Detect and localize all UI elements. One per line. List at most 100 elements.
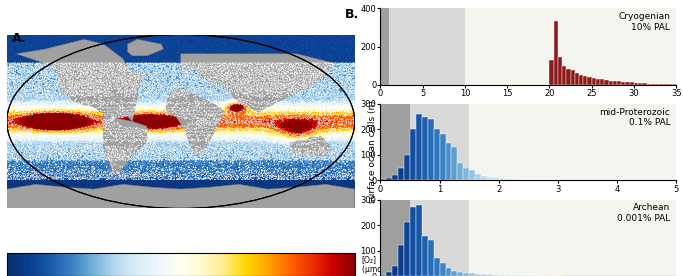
Bar bbox=[463, 168, 469, 181]
Bar bbox=[534, 275, 540, 276]
Bar bbox=[404, 155, 410, 181]
Polygon shape bbox=[166, 88, 224, 155]
Bar bbox=[604, 80, 609, 85]
Bar bbox=[410, 207, 416, 276]
Bar bbox=[570, 180, 576, 181]
Bar bbox=[410, 200, 469, 276]
Ellipse shape bbox=[7, 34, 354, 208]
Text: mid-Proterozoic
0.1% PAL: mid-Proterozoic 0.1% PAL bbox=[600, 108, 670, 127]
Bar bbox=[463, 273, 469, 276]
Bar bbox=[581, 180, 587, 181]
Bar bbox=[638, 83, 643, 85]
Bar bbox=[552, 275, 558, 276]
Bar bbox=[558, 57, 562, 85]
Bar bbox=[546, 275, 552, 276]
Bar bbox=[596, 79, 600, 85]
Bar bbox=[511, 178, 516, 181]
Bar bbox=[552, 180, 558, 181]
Bar bbox=[428, 240, 434, 276]
Bar bbox=[380, 200, 410, 276]
Bar bbox=[422, 237, 428, 276]
Bar bbox=[481, 274, 487, 276]
Bar bbox=[587, 180, 594, 181]
Polygon shape bbox=[16, 39, 142, 121]
Bar bbox=[563, 180, 570, 181]
Bar bbox=[422, 117, 428, 181]
Bar bbox=[451, 147, 458, 181]
Polygon shape bbox=[103, 112, 147, 175]
Bar bbox=[380, 8, 389, 85]
Bar bbox=[387, 272, 392, 276]
Bar bbox=[445, 144, 451, 181]
Bar bbox=[475, 174, 481, 181]
Bar bbox=[428, 119, 434, 181]
Bar bbox=[380, 104, 410, 181]
Bar bbox=[549, 60, 554, 85]
Bar bbox=[451, 271, 458, 276]
Bar bbox=[475, 274, 481, 276]
Bar bbox=[672, 84, 676, 85]
Text: [O₂]
(μmol kg⁻¹): [O₂] (μmol kg⁻¹) bbox=[362, 255, 406, 274]
Bar bbox=[655, 84, 659, 85]
Bar bbox=[469, 170, 475, 181]
Bar bbox=[505, 178, 511, 181]
Bar bbox=[540, 275, 546, 276]
Bar bbox=[511, 275, 516, 276]
Bar bbox=[651, 84, 655, 85]
Bar bbox=[617, 81, 622, 85]
Bar bbox=[529, 179, 534, 181]
Bar bbox=[546, 179, 552, 181]
Bar bbox=[634, 83, 638, 85]
Bar bbox=[387, 178, 392, 181]
Bar bbox=[458, 272, 463, 276]
Bar bbox=[626, 82, 630, 85]
Bar bbox=[487, 274, 493, 276]
Polygon shape bbox=[181, 54, 335, 112]
Bar bbox=[562, 66, 566, 85]
Bar bbox=[380, 179, 387, 181]
Bar bbox=[487, 177, 493, 181]
Bar bbox=[609, 81, 613, 85]
Bar bbox=[469, 274, 475, 276]
Polygon shape bbox=[7, 184, 354, 208]
Bar bbox=[516, 179, 522, 181]
Polygon shape bbox=[128, 39, 163, 56]
Bar bbox=[434, 129, 440, 181]
Bar bbox=[499, 178, 505, 181]
Bar bbox=[398, 168, 404, 181]
Text: surface ocean cells (n): surface ocean cells (n) bbox=[367, 100, 377, 203]
Bar bbox=[392, 175, 398, 181]
Bar bbox=[440, 263, 445, 276]
Bar bbox=[434, 258, 440, 276]
Bar bbox=[663, 84, 668, 85]
Bar bbox=[416, 114, 422, 181]
Bar bbox=[647, 84, 651, 85]
Bar bbox=[583, 76, 587, 85]
Bar bbox=[630, 83, 634, 85]
Bar bbox=[499, 275, 505, 276]
Bar bbox=[493, 275, 499, 276]
Bar bbox=[389, 8, 465, 85]
Bar bbox=[445, 268, 451, 276]
Bar bbox=[659, 84, 663, 85]
Bar bbox=[668, 84, 672, 85]
Bar bbox=[380, 275, 387, 276]
Bar bbox=[416, 205, 422, 276]
Bar bbox=[493, 177, 499, 181]
Text: Cryogenian
10% PAL: Cryogenian 10% PAL bbox=[618, 12, 670, 31]
Bar bbox=[566, 70, 570, 85]
Bar bbox=[554, 21, 558, 85]
Bar bbox=[534, 179, 540, 181]
Text: A.: A. bbox=[12, 32, 26, 45]
Bar bbox=[558, 180, 563, 181]
Bar bbox=[591, 78, 596, 85]
Bar bbox=[576, 180, 581, 181]
Bar bbox=[643, 83, 647, 85]
Bar bbox=[613, 81, 617, 85]
Bar bbox=[579, 75, 583, 85]
Polygon shape bbox=[290, 136, 331, 158]
Bar bbox=[540, 179, 546, 181]
Bar bbox=[622, 82, 626, 85]
Bar bbox=[481, 176, 487, 181]
Bar bbox=[522, 179, 529, 181]
